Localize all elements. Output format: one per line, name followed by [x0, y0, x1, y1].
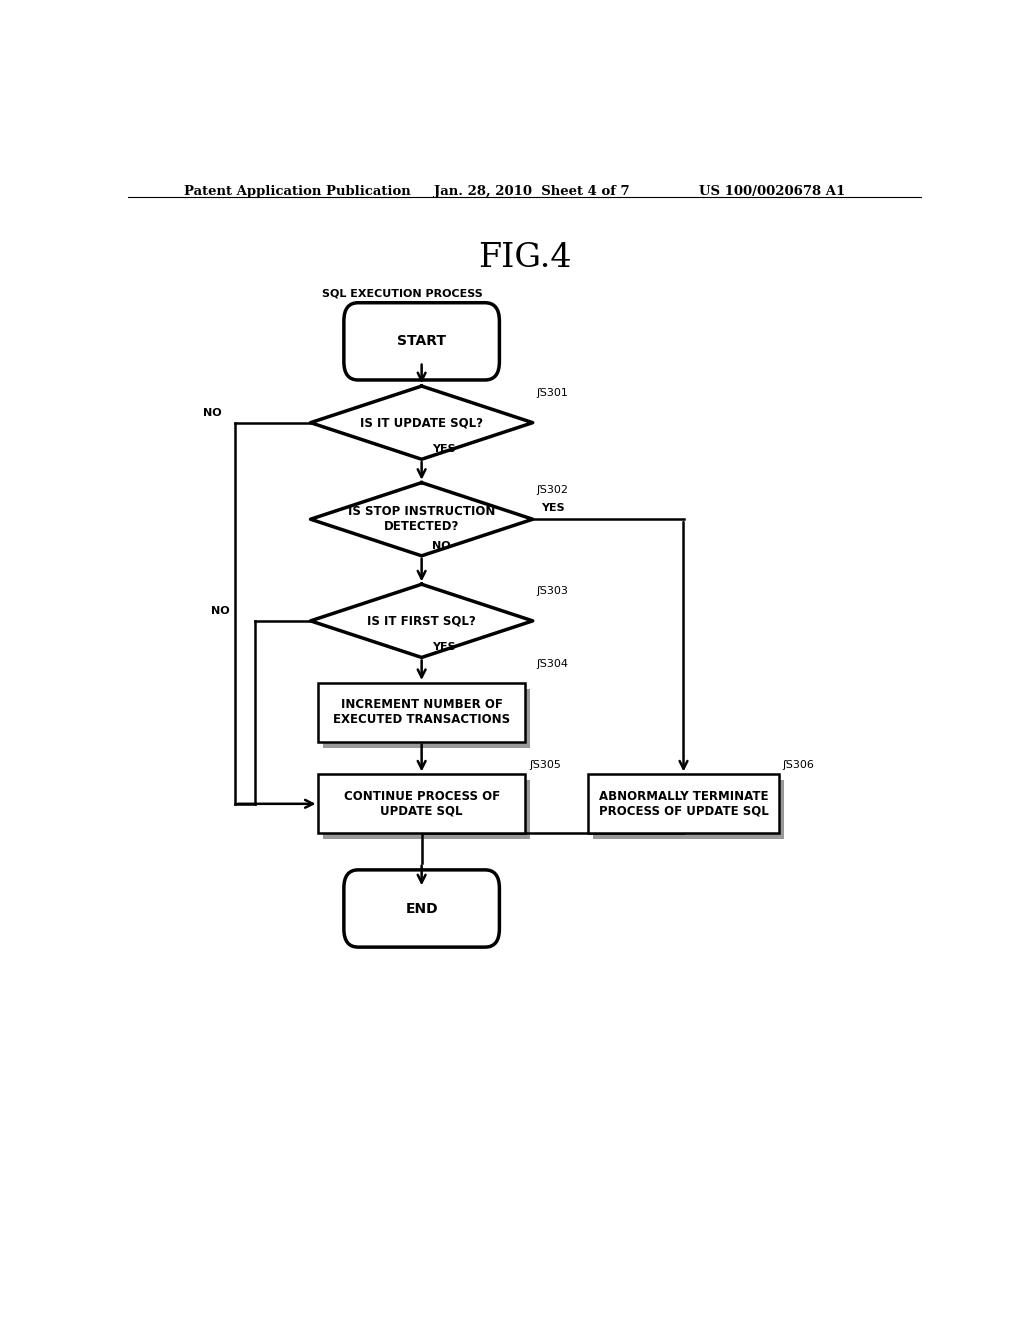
FancyBboxPatch shape	[318, 682, 524, 742]
Text: CONTINUE PROCESS OF
UPDATE SQL: CONTINUE PROCESS OF UPDATE SQL	[344, 789, 500, 818]
Text: NO: NO	[204, 408, 222, 417]
Text: YES: YES	[432, 643, 456, 652]
Text: START: START	[397, 334, 446, 348]
FancyBboxPatch shape	[588, 775, 778, 833]
Polygon shape	[310, 585, 532, 657]
Text: NO: NO	[211, 606, 230, 615]
Text: IS STOP INSTRUCTION
DETECTED?: IS STOP INSTRUCTION DETECTED?	[348, 506, 496, 533]
Text: ʃS302: ʃS302	[537, 484, 568, 495]
Text: ʃS306: ʃS306	[782, 760, 815, 771]
Text: Patent Application Publication: Patent Application Publication	[183, 185, 411, 198]
Text: ʃS304: ʃS304	[537, 660, 568, 669]
Text: IS IT FIRST SQL?: IS IT FIRST SQL?	[368, 614, 476, 627]
Text: ʃS301: ʃS301	[537, 388, 568, 399]
Text: ʃS305: ʃS305	[528, 760, 561, 771]
Polygon shape	[310, 385, 532, 459]
FancyBboxPatch shape	[324, 780, 529, 840]
FancyBboxPatch shape	[344, 870, 500, 948]
Text: ʃS303: ʃS303	[537, 586, 568, 597]
FancyBboxPatch shape	[593, 780, 783, 840]
Text: END: END	[406, 902, 438, 916]
Text: US 100/0020678 A1: US 100/0020678 A1	[699, 185, 846, 198]
Text: ABNORMALLY TERMINATE
PROCESS OF UPDATE SQL: ABNORMALLY TERMINATE PROCESS OF UPDATE S…	[599, 789, 768, 818]
Text: YES: YES	[432, 444, 456, 454]
Polygon shape	[310, 483, 532, 556]
FancyBboxPatch shape	[344, 302, 500, 380]
Text: NO: NO	[432, 541, 451, 550]
Text: YES: YES	[541, 503, 564, 513]
Text: IS IT UPDATE SQL?: IS IT UPDATE SQL?	[360, 416, 483, 429]
Text: Jan. 28, 2010  Sheet 4 of 7: Jan. 28, 2010 Sheet 4 of 7	[433, 185, 629, 198]
FancyBboxPatch shape	[318, 775, 524, 833]
Text: INCREMENT NUMBER OF
EXECUTED TRANSACTIONS: INCREMENT NUMBER OF EXECUTED TRANSACTION…	[333, 698, 510, 726]
FancyBboxPatch shape	[324, 689, 529, 748]
Text: FIG.4: FIG.4	[478, 242, 571, 273]
Text: SQL EXECUTION PROCESS: SQL EXECUTION PROCESS	[323, 289, 483, 298]
